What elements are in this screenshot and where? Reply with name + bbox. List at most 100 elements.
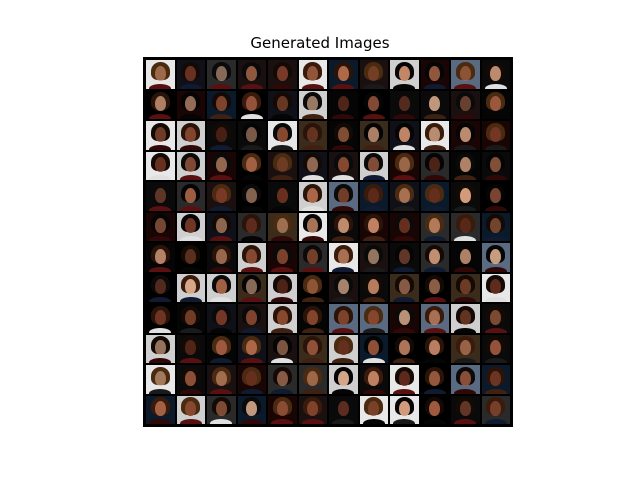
face-thumbnail [481, 121, 510, 150]
face-thumbnail [268, 90, 297, 119]
face-thumbnail [451, 90, 480, 119]
shirt-shape [484, 114, 507, 119]
face-thumbnail [237, 273, 266, 302]
face-shape [368, 65, 380, 81]
face-thumbnail [298, 243, 327, 272]
shirt-shape [423, 114, 446, 119]
shirt-shape [393, 266, 416, 272]
face-shape [368, 187, 380, 203]
shirt-shape [271, 266, 294, 272]
face-shape [246, 309, 258, 325]
face-thumbnail [390, 395, 419, 424]
face-shape [154, 96, 166, 112]
face-shape [429, 370, 441, 386]
face-thumbnail [359, 243, 388, 272]
face-thumbnail [207, 334, 236, 363]
face-shape [215, 65, 227, 81]
shirt-shape [240, 297, 263, 302]
face-shape [368, 370, 380, 386]
face-thumbnail [451, 395, 480, 424]
face-shape [154, 279, 166, 295]
shirt-shape [454, 114, 477, 119]
shirt-shape [454, 205, 477, 211]
face-thumbnail [329, 212, 358, 241]
face-shape [307, 370, 319, 386]
face-thumbnail [481, 365, 510, 394]
shirt-shape [271, 114, 294, 119]
face-thumbnail [420, 395, 449, 424]
face-thumbnail [268, 212, 297, 241]
shirt-shape [484, 83, 507, 89]
face-shape [459, 309, 471, 325]
face-shape [215, 309, 227, 325]
shirt-shape [423, 175, 446, 180]
face-shape [215, 340, 227, 356]
face-shape [185, 401, 197, 417]
shirt-shape [454, 388, 477, 394]
face-thumbnail [359, 60, 388, 89]
face-thumbnail [268, 334, 297, 363]
face-shape [215, 279, 227, 295]
face-thumbnail [207, 212, 236, 241]
shirt-shape [210, 419, 233, 424]
shirt-shape [484, 266, 507, 272]
shirt-shape [484, 205, 507, 211]
face-shape [459, 370, 471, 386]
face-shape [246, 279, 258, 295]
shirt-shape [484, 236, 507, 241]
face-shape [490, 218, 502, 234]
face-thumbnail [268, 273, 297, 302]
face-shape [398, 401, 410, 417]
shirt-shape [393, 83, 416, 89]
shirt-shape [454, 297, 477, 302]
shirt-shape [301, 83, 324, 89]
face-thumbnail [237, 121, 266, 150]
face-shape [185, 370, 197, 386]
face-thumbnail [146, 334, 175, 363]
shirt-shape [332, 205, 355, 211]
shirt-shape [454, 327, 477, 333]
face-thumbnail [298, 151, 327, 180]
face-shape [368, 126, 380, 142]
shirt-shape [423, 388, 446, 394]
face-shape [154, 157, 166, 173]
shirt-shape [301, 327, 324, 333]
face-shape [307, 309, 319, 325]
face-shape [490, 96, 502, 112]
face-shape [490, 187, 502, 203]
face-shape [276, 309, 288, 325]
shirt-shape [301, 297, 324, 302]
face-shape [368, 248, 380, 264]
face-shape [185, 340, 197, 356]
shirt-shape [271, 236, 294, 241]
face-shape [154, 340, 166, 356]
shirt-shape [423, 297, 446, 302]
face-shape [459, 187, 471, 203]
shirt-shape [149, 114, 172, 119]
face-thumbnail [481, 212, 510, 241]
face-thumbnail [359, 121, 388, 150]
face-thumbnail [237, 60, 266, 89]
face-thumbnail [237, 182, 266, 211]
shirt-shape [210, 388, 233, 394]
face-shape [246, 157, 258, 173]
face-thumbnail [390, 121, 419, 150]
face-thumbnail [451, 60, 480, 89]
face-thumbnail [420, 334, 449, 363]
shirt-shape [454, 419, 477, 424]
face-thumbnail [420, 243, 449, 272]
face-thumbnail [390, 304, 419, 333]
shirt-shape [423, 419, 446, 424]
face-shape [490, 65, 502, 81]
face-shape [490, 309, 502, 325]
shirt-shape [149, 205, 172, 211]
face-shape [368, 309, 380, 325]
face-thumbnail [268, 243, 297, 272]
face-thumbnail [481, 243, 510, 272]
face-shape [185, 248, 197, 264]
face-thumbnail [237, 212, 266, 241]
face-thumbnail [390, 182, 419, 211]
shirt-shape [210, 114, 233, 119]
face-shape [154, 309, 166, 325]
shirt-shape [301, 175, 324, 180]
